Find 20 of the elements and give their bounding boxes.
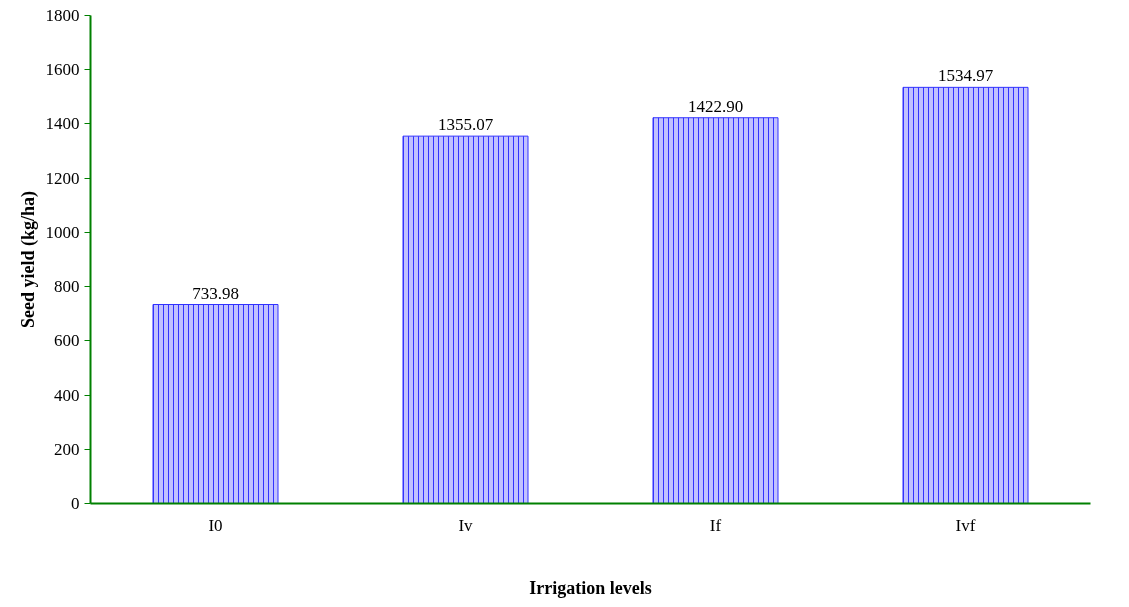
y-tick-label: 1400 bbox=[45, 114, 80, 134]
x-tick-label: I0 bbox=[208, 515, 223, 535]
y-tick-label: 1800 bbox=[45, 6, 80, 25]
x-tick-label: Ivf bbox=[955, 515, 976, 535]
y-tick-label: 600 bbox=[54, 331, 80, 351]
x-axis-title: Irrigation levels bbox=[529, 577, 652, 598]
y-tick-label: 200 bbox=[54, 439, 80, 459]
y-tick-label: 800 bbox=[54, 277, 80, 297]
x-tick-label: Iv bbox=[458, 515, 474, 535]
y-tick-label: 1600 bbox=[45, 60, 80, 80]
data-label: 1355.07 bbox=[437, 115, 494, 135]
y-tick-label: 1000 bbox=[45, 222, 80, 242]
data-label: 733.98 bbox=[192, 283, 239, 303]
y-tick-label: 1200 bbox=[45, 168, 80, 188]
y-tick-label: 0 bbox=[71, 494, 80, 513]
x-tick-label: If bbox=[709, 515, 722, 535]
data-label: 1534.97 bbox=[937, 66, 994, 86]
y-axis-title: Seed yield (kg/ha) bbox=[17, 190, 39, 329]
y-tick-label: 400 bbox=[54, 385, 80, 405]
data-label: 1422.90 bbox=[687, 96, 744, 116]
